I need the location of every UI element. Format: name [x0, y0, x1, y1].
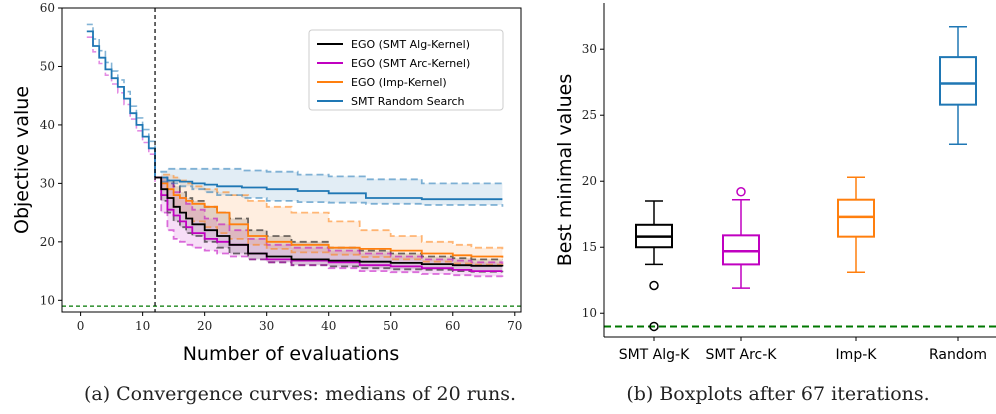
caption-b: (b) Boxplots after 67 iterations. — [626, 383, 929, 405]
category-label: Random — [929, 347, 987, 363]
convergence-plot-area — [62, 8, 521, 312]
x-tick-label: 0 — [77, 319, 85, 333]
box-iqr — [939, 56, 977, 106]
boxplot-ylabel: Best minimal values — [554, 74, 576, 267]
quartile-q75-rand — [155, 167, 504, 187]
boxplot-plot-area — [604, 26, 996, 332]
convergence-ylabel: Objective value — [11, 86, 33, 234]
legend-label: SMT Random Search — [351, 95, 465, 108]
outlier-point — [736, 187, 746, 197]
y-tick-label: 30 — [40, 176, 55, 190]
initial-lower — [86, 36, 156, 184]
x-tick-label: 70 — [507, 319, 522, 333]
category-label: SMT Alg-K — [619, 347, 690, 363]
quartile-q25-rand — [155, 176, 504, 207]
box-iqr — [837, 198, 875, 238]
box-imp — [837, 176, 875, 274]
box-rand — [939, 26, 977, 146]
y-tick-label: 25 — [582, 108, 597, 122]
boxplot-axes-ticks: SMT Alg-K SMT Arc-K Imp-K Random 10 15 20 25 30 — [582, 42, 987, 363]
outlier-point — [649, 280, 659, 291]
x-tick-label: 20 — [197, 319, 212, 333]
legend-label: EGO (SMT Arc-Kernel) — [351, 57, 470, 70]
category-label: SMT Arc-K — [706, 347, 778, 363]
x-tick-label: 60 — [445, 319, 460, 333]
x-tick-label: 10 — [135, 319, 150, 333]
y-tick-label: 60 — [40, 1, 55, 15]
y-tick-label: 20 — [582, 174, 597, 188]
quartile-q25-arc — [155, 176, 504, 278]
box-alg — [635, 200, 673, 332]
legend-box — [308, 29, 504, 111]
convergence-legend: EGO (SMT Alg-Kernel) EGO (SMT Arc-Kernel)… — [308, 29, 504, 111]
outlier-point — [649, 321, 659, 332]
median-line-rand — [155, 176, 503, 201]
category-label: Imp-K — [836, 347, 878, 363]
convergence-axes-ticks: 0 10 20 30 40 50 60 70 10 20 30 40 50 60 — [40, 1, 523, 333]
y-tick-label: 15 — [582, 240, 597, 254]
y-tick-label: 40 — [40, 118, 55, 132]
caption-a: (a) Convergence curves: medians of 20 ru… — [84, 383, 516, 405]
median-line-imp — [155, 176, 504, 258]
y-tick-label: 30 — [582, 42, 597, 56]
boxplot-panel: SMT Alg-K SMT Arc-K Imp-K Random1015202530 … — [554, 3, 996, 405]
quartile-q75-imp — [155, 173, 504, 251]
band-arc — [155, 177, 503, 277]
legend-label: EGO (Imp-Kernel) — [351, 76, 447, 89]
box-iqr — [722, 234, 760, 266]
box-arc — [722, 187, 760, 289]
legend-label: EGO (SMT Alg-Kernel) — [351, 38, 470, 51]
x-tick-label: 30 — [259, 319, 274, 333]
initial-upper — [86, 23, 156, 171]
y-tick-label: 50 — [40, 59, 55, 73]
x-tick-label: 50 — [383, 319, 398, 333]
convergence-panel: 0 10 20 30 40 50 60 70 10 20 30 40 50 60 Number of ev… — [11, 1, 522, 405]
y-tick-label: 10 — [582, 306, 597, 320]
convergence-frame — [61, 7, 522, 313]
median-line-alg — [155, 176, 504, 267]
convergence-xlabel: Number of evaluations — [183, 343, 400, 365]
x-tick-label: 40 — [321, 319, 336, 333]
y-tick-label: 20 — [40, 235, 55, 249]
y-tick-label: 10 — [40, 293, 55, 307]
initial-median-line — [86, 30, 156, 178]
band-alg — [155, 177, 503, 273]
